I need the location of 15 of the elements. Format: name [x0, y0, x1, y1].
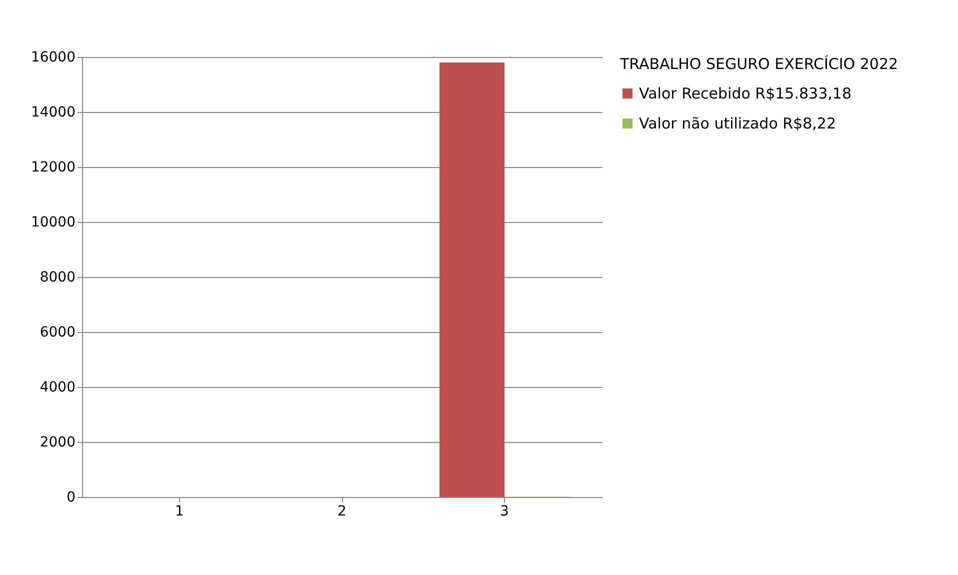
legend-label: Valor não utilizado R$8,22 [639, 114, 836, 132]
x-tick-label: 1 [175, 504, 184, 520]
x-tick-label: 3 [500, 504, 509, 520]
legend-title: TRABALHO SEGURO EXERCÍCIO 2022 [619, 55, 898, 73]
x-tick-label: 2 [338, 504, 346, 520]
y-tick-label: 2000 [40, 434, 76, 450]
y-tick-label: 16000 [30, 50, 76, 66]
y-tick-label: 12000 [30, 160, 76, 176]
y-tick-label: 0 [66, 490, 76, 506]
y-tick-label: 8000 [40, 270, 76, 286]
y-tick-label: 14000 [30, 104, 76, 120]
y-tick-label: 6000 [40, 324, 76, 340]
legend-label: Valor Recebido R$15.833,18 [639, 84, 852, 102]
y-tick-label: 10000 [30, 214, 76, 230]
y-tick-label: 4000 [40, 380, 76, 396]
